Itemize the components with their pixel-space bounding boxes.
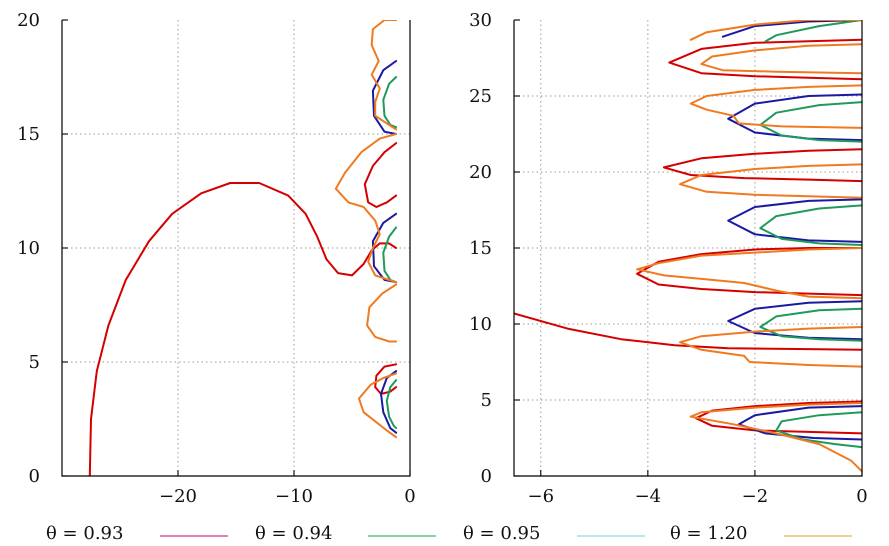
series-curve-1-10 bbox=[759, 307, 862, 342]
legend-entry-1: θ = 0.94 bbox=[255, 523, 436, 544]
y-tick-label-1-2: 10 bbox=[469, 314, 492, 335]
series-curve-0-1 bbox=[363, 142, 398, 208]
series-curve-1-3 bbox=[668, 38, 862, 81]
legend-label-1: θ = 0.94 bbox=[255, 523, 332, 544]
axis-frame-0 bbox=[61, 20, 411, 477]
x-tick-label-1-1: −4 bbox=[635, 486, 662, 507]
x-tick-label-1-3: 0 bbox=[856, 486, 867, 507]
y-tick-label-1-4: 20 bbox=[469, 162, 492, 183]
legend-entry-0: θ = 0.93 bbox=[46, 523, 228, 544]
series-curve-0-9 bbox=[370, 20, 398, 131]
series-curve-1-21 bbox=[689, 402, 862, 473]
y-tick-label-1-1: 5 bbox=[481, 390, 492, 411]
series-curve-0-8 bbox=[385, 379, 398, 430]
series-curve-0-6 bbox=[382, 76, 398, 129]
legend-label-0: θ = 0.93 bbox=[46, 523, 123, 544]
series-curve-1-5 bbox=[727, 300, 862, 341]
chart-panel-right: −6 −4 −2 0 0 5 10 15 20 25 30 bbox=[469, 10, 868, 507]
x-tick-label-1-0: −6 bbox=[527, 486, 554, 507]
series-curve-1-8 bbox=[737, 405, 862, 441]
y-tick-label-0-3: 15 bbox=[17, 124, 40, 145]
y-tick-label-0-2: 10 bbox=[17, 238, 40, 259]
series-curve-0-12 bbox=[358, 372, 398, 439]
x-tick-label-0-0: −20 bbox=[159, 486, 197, 507]
series-curve-1-14 bbox=[764, 20, 862, 43]
series-curve-1-19 bbox=[700, 43, 862, 75]
chart-panel-left: −20 −10 0 0 5 10 15 20 bbox=[17, 10, 416, 507]
series-curve-1-0 bbox=[514, 312, 862, 351]
series-curve-0-4 bbox=[371, 212, 398, 284]
series-group-0 bbox=[88, 20, 398, 476]
series-group-1 bbox=[514, 20, 862, 473]
legend-entry-2: θ = 0.95 bbox=[463, 523, 645, 544]
series-curve-1-1 bbox=[636, 247, 862, 297]
y-tick-label-0-1: 5 bbox=[29, 352, 40, 373]
x-tick-label-0-1: −10 bbox=[275, 486, 313, 507]
series-curve-1-16 bbox=[636, 247, 862, 300]
x-tick-label-1-2: −2 bbox=[742, 486, 769, 507]
series-curve-1-2 bbox=[662, 148, 862, 183]
series-curve-0-5 bbox=[380, 370, 398, 434]
series-curve-0-10 bbox=[334, 133, 398, 284]
legend-label-2: θ = 0.95 bbox=[463, 523, 540, 544]
series-curve-1-13 bbox=[775, 411, 862, 449]
legend-label-3: θ = 1.20 bbox=[670, 523, 747, 544]
y-tick-label-0-0: 0 bbox=[29, 466, 40, 487]
series-curve-0-2 bbox=[374, 363, 398, 395]
series-curve-0-0 bbox=[88, 182, 398, 476]
y-tick-label-0-4: 20 bbox=[17, 10, 40, 31]
series-curve-0-7 bbox=[382, 226, 398, 284]
series-curve-0-11 bbox=[366, 283, 398, 343]
legend: θ = 0.93 θ = 0.94 θ = 0.95 θ = 1.20 bbox=[46, 523, 852, 544]
legend-entry-3: θ = 1.20 bbox=[670, 523, 852, 544]
y-tick-label-1-6: 30 bbox=[469, 10, 492, 31]
series-curve-1-11 bbox=[759, 204, 862, 246]
series-curve-1-7 bbox=[727, 93, 862, 142]
series-curve-1-18 bbox=[689, 84, 862, 129]
series-curve-1-20 bbox=[689, 20, 862, 41]
series-curve-1-15 bbox=[679, 326, 862, 368]
series-curve-0-3 bbox=[371, 60, 398, 135]
series-curve-1-6 bbox=[727, 198, 862, 243]
series-curve-1-17 bbox=[679, 163, 862, 199]
y-tick-label-1-5: 25 bbox=[469, 86, 492, 107]
x-tick-label-0-2: 0 bbox=[404, 486, 415, 507]
y-tick-label-1-0: 0 bbox=[481, 466, 492, 487]
y-tick-label-1-3: 15 bbox=[469, 238, 492, 259]
